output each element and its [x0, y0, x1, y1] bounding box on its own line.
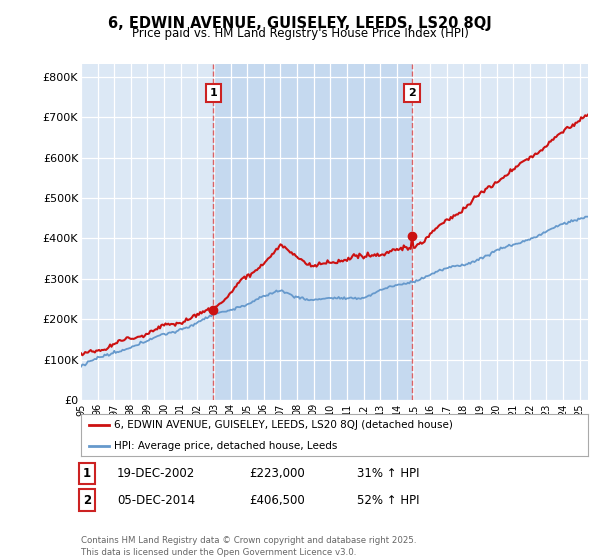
Text: 6, EDWIN AVENUE, GUISELEY, LEEDS, LS20 8QJ: 6, EDWIN AVENUE, GUISELEY, LEEDS, LS20 8… — [108, 16, 492, 31]
Bar — [214, 64, 412, 400]
Text: Price paid vs. HM Land Registry's House Price Index (HPI): Price paid vs. HM Land Registry's House … — [131, 27, 469, 40]
Text: 19-DEC-2002: 19-DEC-2002 — [117, 466, 195, 480]
Text: 31% ↑ HPI: 31% ↑ HPI — [357, 466, 419, 480]
Text: HPI: Average price, detached house, Leeds: HPI: Average price, detached house, Leed… — [114, 441, 337, 451]
Text: Contains HM Land Registry data © Crown copyright and database right 2025.
This d: Contains HM Land Registry data © Crown c… — [81, 536, 416, 557]
Text: £406,500: £406,500 — [249, 493, 305, 507]
Text: 6, EDWIN AVENUE, GUISELEY, LEEDS, LS20 8QJ (detached house): 6, EDWIN AVENUE, GUISELEY, LEEDS, LS20 8… — [114, 420, 453, 430]
Text: 2: 2 — [408, 88, 416, 98]
Text: 05-DEC-2014: 05-DEC-2014 — [117, 493, 195, 507]
Text: £223,000: £223,000 — [249, 466, 305, 480]
Text: 1: 1 — [209, 88, 217, 98]
Text: 1: 1 — [83, 466, 91, 480]
Text: 52% ↑ HPI: 52% ↑ HPI — [357, 493, 419, 507]
Text: 2: 2 — [83, 493, 91, 507]
